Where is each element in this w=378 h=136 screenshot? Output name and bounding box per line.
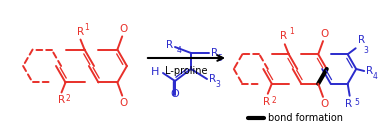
Text: O: O — [320, 29, 328, 39]
Text: R: R — [263, 97, 270, 107]
Text: O: O — [119, 98, 127, 108]
Text: 1: 1 — [289, 27, 294, 36]
Text: R: R — [211, 48, 218, 58]
Text: O: O — [170, 89, 180, 99]
Text: R: R — [77, 27, 84, 37]
Text: R: R — [209, 74, 216, 84]
Text: R: R — [345, 99, 352, 109]
Text: R: R — [280, 31, 287, 41]
Text: 1: 1 — [85, 23, 89, 32]
Text: O: O — [320, 99, 328, 109]
Text: 5: 5 — [355, 98, 359, 107]
Text: H: H — [150, 67, 159, 77]
Text: 2: 2 — [65, 95, 70, 103]
Text: 3: 3 — [215, 80, 220, 89]
Text: R: R — [366, 66, 373, 76]
Text: R: R — [58, 95, 65, 105]
Text: 4: 4 — [372, 72, 377, 81]
Text: 2: 2 — [272, 96, 277, 105]
Text: 3: 3 — [364, 46, 369, 55]
Text: L-proline: L-proline — [165, 66, 208, 76]
Text: bond formation: bond formation — [268, 113, 343, 123]
Text: 4: 4 — [177, 46, 182, 55]
Text: 5: 5 — [217, 54, 222, 63]
Text: R: R — [358, 35, 365, 45]
Text: O: O — [119, 24, 127, 34]
Text: R: R — [166, 40, 173, 50]
